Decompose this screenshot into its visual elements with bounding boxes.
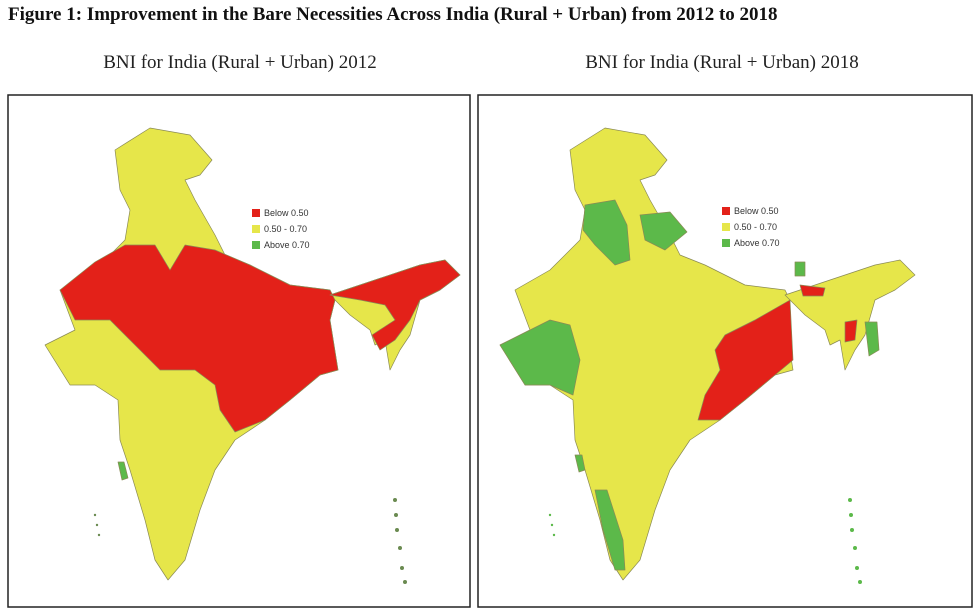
legend-label: 0.50 - 0.70 (734, 222, 777, 232)
region (582, 199, 631, 266)
legend-swatch (722, 223, 730, 231)
region (329, 259, 461, 351)
region (697, 299, 794, 421)
legend-label: Below 0.50 (264, 208, 309, 218)
legend-label: 0.50 - 0.70 (264, 224, 307, 234)
region (844, 319, 858, 343)
legend-swatch (722, 207, 730, 215)
region (864, 321, 880, 357)
legends: Below 0.50 0.50 - 0.70 Above 0.70 Below 0.5… (252, 206, 780, 250)
legend-swatch (252, 209, 260, 217)
legend-label: Below 0.50 (734, 206, 779, 216)
legend-swatch (252, 241, 260, 249)
region (59, 244, 339, 433)
panel-subtitle: BNI for India (Rural + Urban) 2012 (103, 52, 376, 73)
region (794, 261, 806, 277)
legend-label: Above 0.70 (734, 238, 780, 248)
region (499, 319, 581, 396)
legend-swatch (722, 239, 730, 247)
india-map (44, 127, 461, 584)
legend-label: Above 0.70 (264, 240, 310, 250)
region (639, 211, 688, 251)
region (594, 489, 626, 571)
region (574, 454, 586, 473)
india-map (499, 127, 916, 584)
region (117, 461, 129, 481)
panel-subtitle: BNI for India (Rural + Urban) 2018 (585, 52, 858, 73)
region (799, 284, 826, 297)
figure-title: Figure 1: Improvement in the Bare Necess… (8, 4, 778, 25)
legend-swatch (252, 225, 260, 233)
